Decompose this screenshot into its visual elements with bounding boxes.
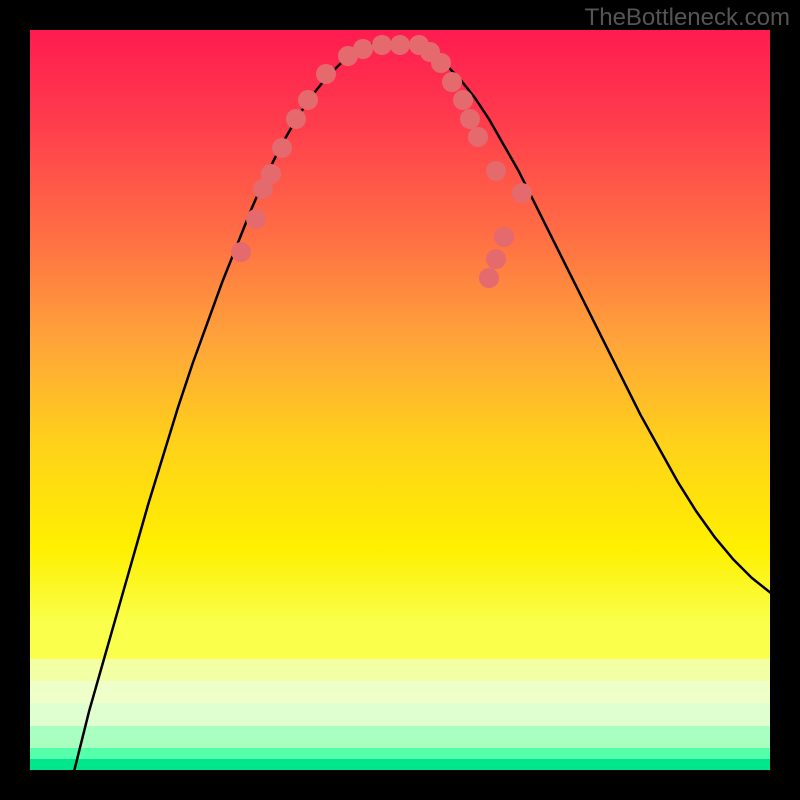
marker-point	[286, 109, 306, 129]
marker-point	[261, 164, 281, 184]
marker-point	[512, 183, 532, 203]
marker-point	[372, 35, 392, 55]
marker-point	[272, 138, 292, 158]
marker-point	[442, 72, 462, 92]
bottleneck-curve	[30, 30, 770, 770]
chart-frame: TheBottleneck.com	[0, 0, 800, 800]
marker-point	[486, 249, 506, 269]
marker-point	[231, 242, 251, 262]
marker-point	[468, 127, 488, 147]
marker-point	[479, 268, 499, 288]
marker-point	[316, 64, 336, 84]
marker-point	[453, 90, 473, 110]
watermark-text: TheBottleneck.com	[585, 4, 790, 32]
marker-point	[494, 227, 514, 247]
marker-point	[431, 53, 451, 73]
marker-point	[353, 39, 373, 59]
marker-point	[298, 90, 318, 110]
marker-point	[390, 35, 410, 55]
marker-point	[460, 109, 480, 129]
marker-point	[486, 161, 506, 181]
marker-point	[246, 209, 266, 229]
plot-area	[30, 30, 770, 770]
